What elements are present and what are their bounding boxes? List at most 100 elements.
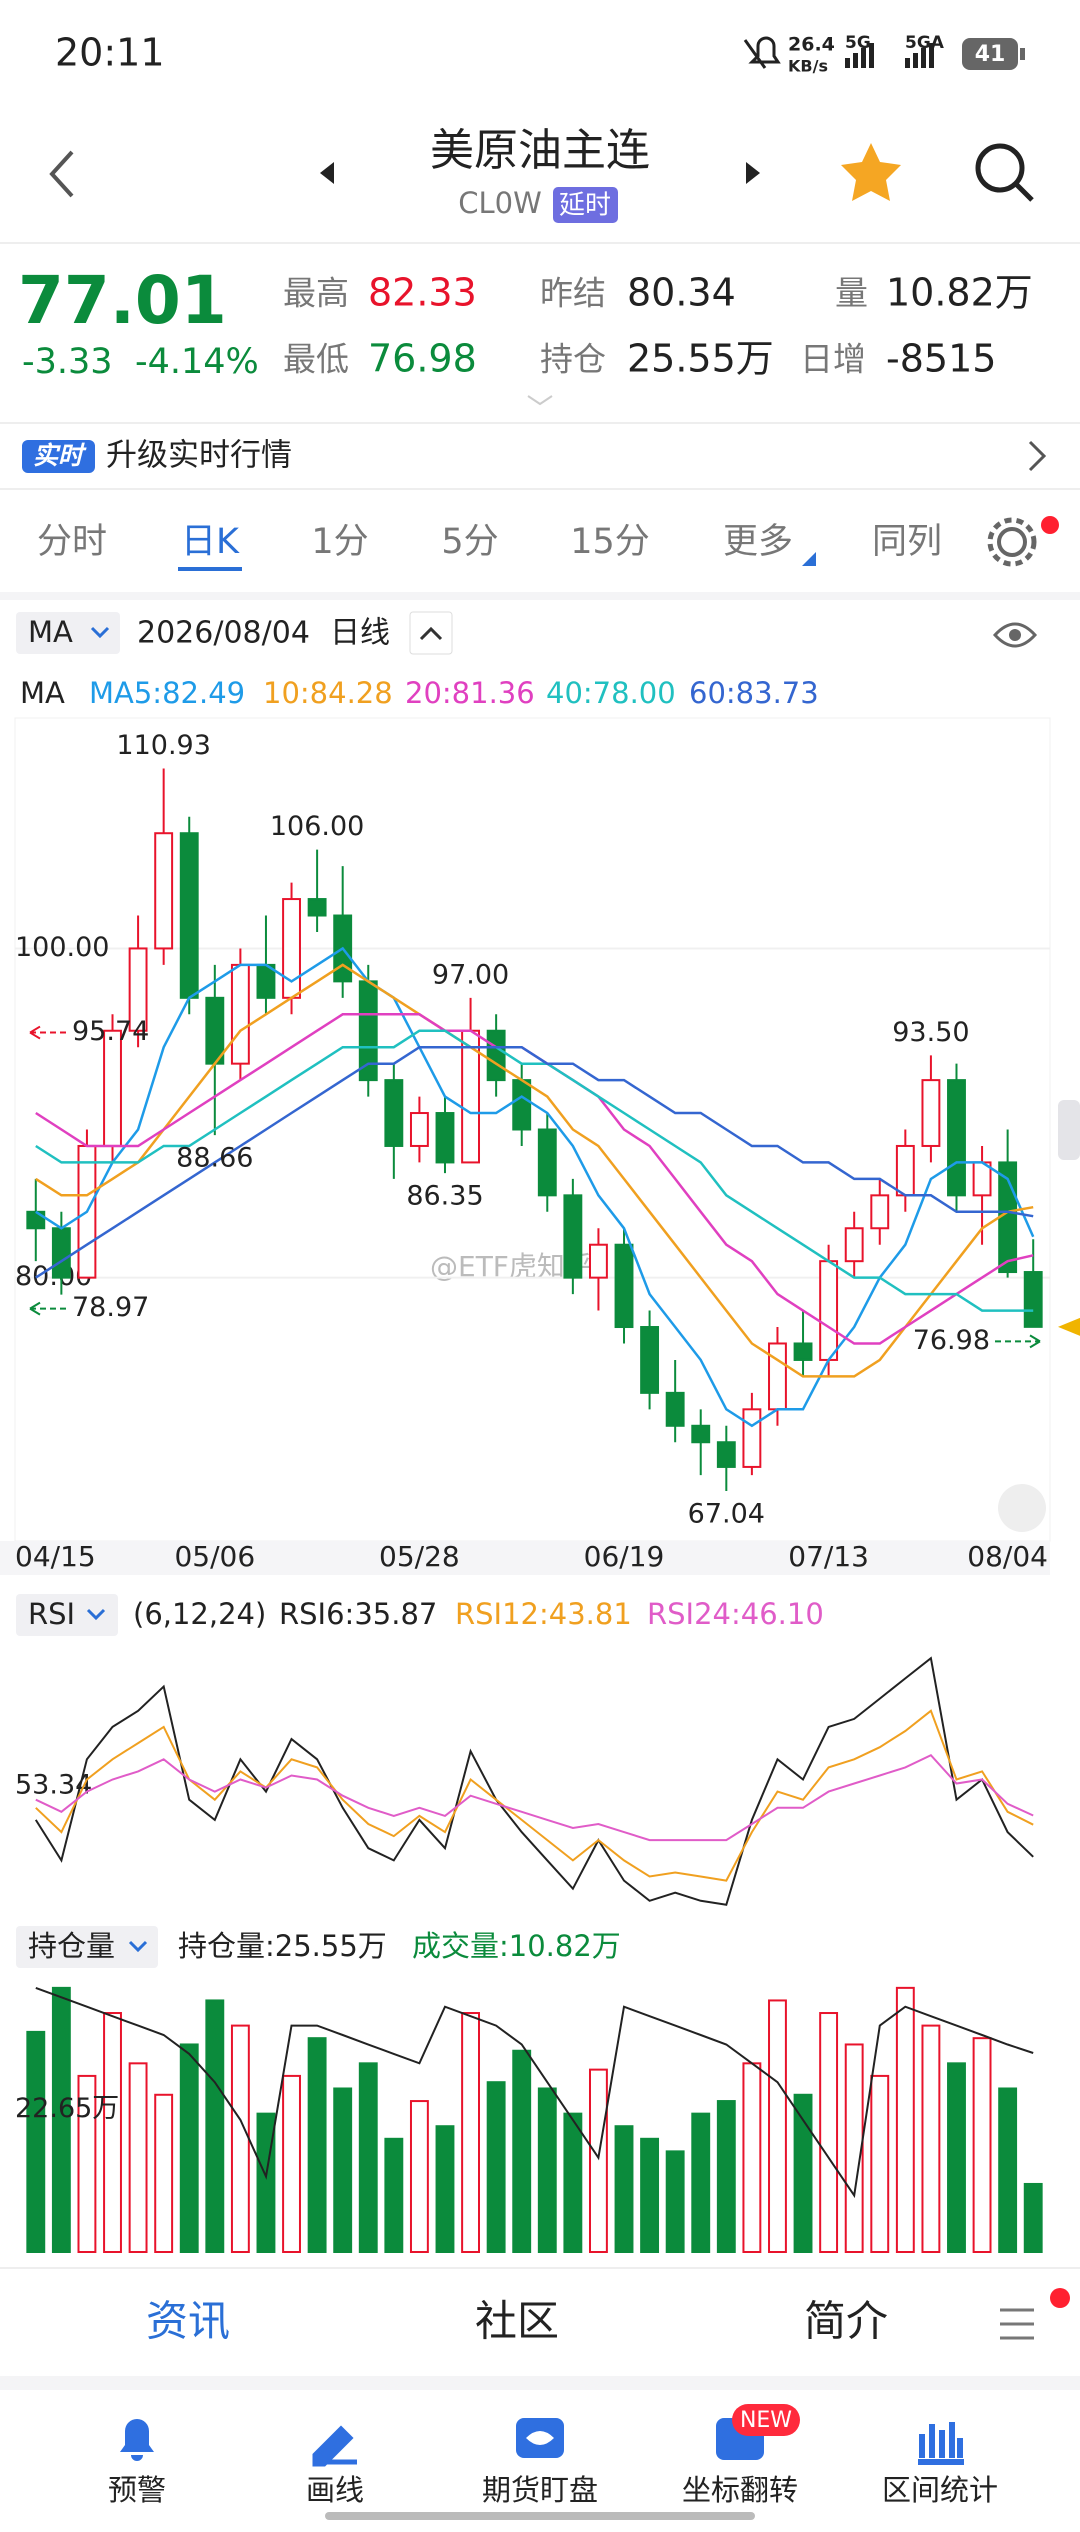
candle-body [844,1227,864,1263]
signal [921,48,926,68]
side-handle[interactable] [1058,1100,1080,1160]
high-label: 97.00 [432,959,509,990]
volume-bar [563,2112,583,2254]
banner-text[interactable]: 升级实时行情 [106,438,292,474]
nav-label[interactable]: 预警 [108,2473,166,2507]
candle-body [358,980,378,1082]
x-tick-label: 07/13 [788,1540,869,1573]
candle-body [537,1128,557,1197]
red-dot [1041,516,1059,534]
arrow-head [29,1301,41,1316]
collapse[interactable] [409,611,453,655]
red-dot [1050,2288,1070,2308]
nav-icon[interactable] [312,2425,357,2467]
expand[interactable] [527,395,553,406]
code: CL0W [458,186,542,220]
new-badge-text: NEW [740,2408,792,2433]
nav-label[interactable]: 期货盯盘 [482,2473,598,2507]
volume-bar [819,2012,839,2253]
volume-bar [179,2043,199,2254]
volume-bar [358,2062,378,2253]
prev-button[interactable] [320,162,334,184]
settings[interactable] [987,517,1037,567]
nav-label[interactable]: 坐标翻转 [682,2473,798,2507]
indicator-select[interactable] [16,612,120,654]
candle-body [921,1079,941,1147]
volume-bar [588,2068,608,2254]
nav-label[interactable]: 区间统计 [882,2473,998,2507]
tab[interactable]: 同列 [872,522,942,562]
net-type: 5GA [905,33,945,53]
arrow-head [1029,1334,1041,1349]
candle-body [512,1079,532,1131]
oi-legend: 持仓量:25.55万 [178,1929,387,1963]
bottom-tab[interactable]: 简介 [804,2297,888,2346]
favorite[interactable] [841,143,901,201]
settings[interactable] [997,527,1027,557]
back-button[interactable] [49,150,74,198]
candle-body [384,1079,404,1147]
tab[interactable]: 5分 [441,522,498,562]
low-label: 86.35 [406,1181,483,1212]
candle-body [282,898,301,999]
tab[interactable]: 1分 [311,522,368,562]
next-button[interactable] [746,162,760,184]
volume-bar [665,2150,685,2253]
rsi-legend: RSI24:46.10 [647,1597,824,1631]
volume-bar [691,2112,711,2254]
tab[interactable]: 分时 [37,522,107,562]
gap [0,592,1080,600]
line [35,1986,1034,2199]
bottom-tab-active[interactable]: 资讯 [146,2297,230,2346]
field-value: 80.34 [627,271,736,315]
price-label: 95.74 [72,1016,149,1047]
period: 日线 [330,616,390,651]
candle-body [716,1441,736,1468]
banner-arrow[interactable] [1028,440,1047,472]
oi-select[interactable] [16,1926,158,1968]
x-tick-label: 05/28 [379,1540,460,1573]
volume-bar [205,1999,225,2254]
rsi-select[interactable] [16,1594,118,1636]
nav-icon[interactable] [918,2422,964,2465]
field-label: 量 [835,274,868,313]
candle-body [947,1079,966,1197]
candle-body [768,1342,787,1411]
high-label: 93.50 [892,1017,969,1048]
volume-bar [154,2093,174,2254]
tab-active[interactable]: 日K [181,522,240,562]
y-tick-label: 22.65万 [15,2093,119,2124]
candle-body [179,832,199,999]
search[interactable] [975,143,1025,193]
nav-label[interactable]: 画线 [306,2473,364,2507]
tab[interactable]: 15分 [570,522,650,562]
nav-icon[interactable] [120,2419,154,2461]
status-time: 20:11 [55,31,165,75]
rsi-legend: RSI6:35.87 [279,1597,437,1631]
candle-body [640,1326,660,1394]
volume-bar [51,1986,71,2254]
field-label: 日增 [800,340,866,379]
volume-bar [844,2043,864,2254]
high-label: 110.93 [116,730,210,761]
field-value: 10.82万 [886,271,1033,315]
fullscreen[interactable] [998,1484,1046,1532]
menu[interactable] [1000,2308,1034,2340]
volume-bar [128,2062,148,2253]
volume-bar [282,2074,301,2254]
line [35,1029,1034,1312]
field-value: 82.33 [368,271,477,315]
volume-bar [512,2049,532,2254]
volume-bar [307,2037,327,2253]
eye [1009,629,1021,641]
candle-body [793,1342,813,1361]
tab[interactable]: 更多 [723,522,793,562]
field-value: -8515 [886,337,996,381]
search[interactable] [1014,182,1034,202]
eye[interactable] [992,622,1038,648]
line [34,1656,1034,1906]
bottom-tab[interactable]: 社区 [475,2297,559,2346]
volume-bar [333,2087,353,2253]
rsi-legend: RSI12:43.81 [455,1597,632,1631]
